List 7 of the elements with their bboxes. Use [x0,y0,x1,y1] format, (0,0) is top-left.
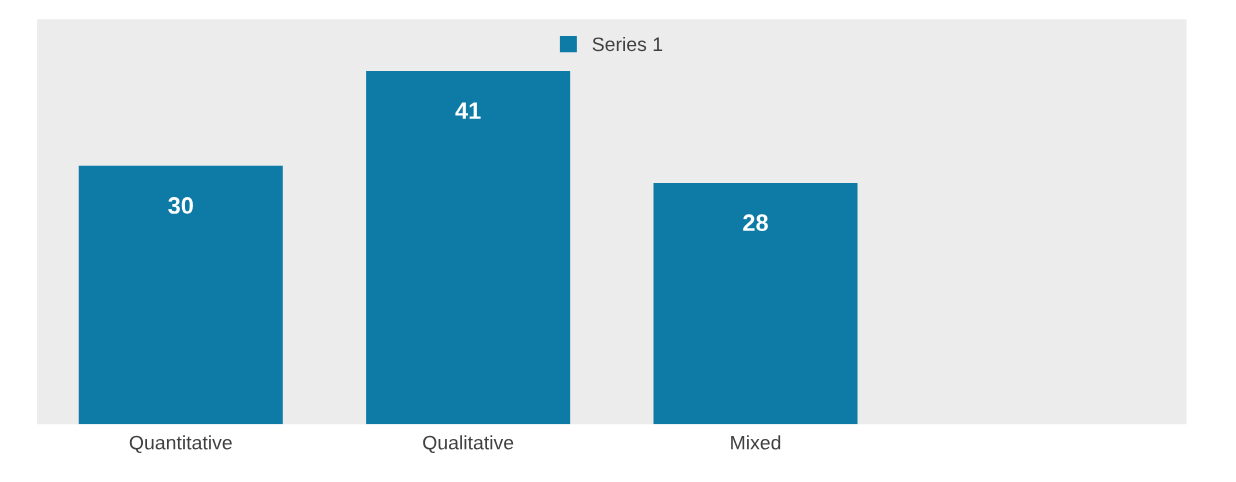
x-tick-label: Qualitative [423,435,514,454]
data-label: 28 [743,214,768,232]
x-tick-label: Quantitative [129,435,232,454]
data-label: 30 [168,197,193,214]
x-tick-label: Mixed [731,435,781,450]
legend-label: Series 1 [592,36,663,52]
data-label: 41 [455,102,481,119]
